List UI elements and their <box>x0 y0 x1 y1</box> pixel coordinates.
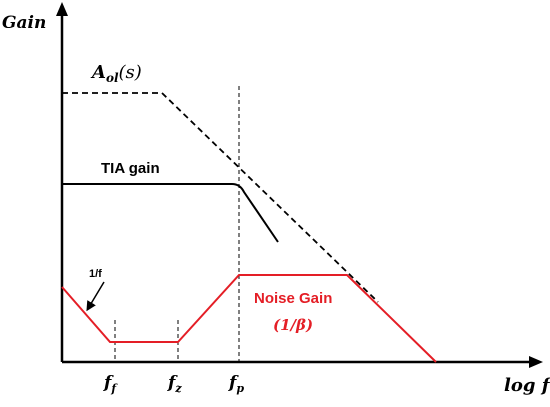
freq-label-fp: fp <box>228 373 244 395</box>
noise-gain-sub-label: (1/β) <box>273 316 313 334</box>
noise-gain-curve <box>61 274 437 363</box>
tia-gain-curve <box>62 183 279 243</box>
slope-label: 1/f <box>89 268 102 280</box>
tia-gain-label: TIA gain <box>101 160 160 177</box>
freq-label-ff: ff <box>103 373 118 395</box>
x-axis-arrow-icon <box>529 356 543 368</box>
open-loop-gain-label: Aol(s) <box>90 62 142 85</box>
slope-arrow-icon <box>86 281 105 312</box>
open-loop-gain-curve <box>62 92 379 303</box>
freq-label-fz: fz <box>167 373 182 395</box>
x-axis-label: log f <box>504 375 550 396</box>
y-axis-arrow-icon <box>56 2 68 16</box>
y-axis-label: Gain <box>2 13 46 33</box>
noise-gain-label: Noise Gain <box>254 290 332 307</box>
